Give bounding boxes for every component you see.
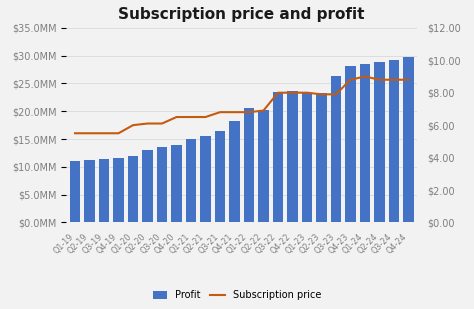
- Bar: [201, 136, 211, 222]
- Bar: [360, 64, 370, 222]
- Bar: [171, 145, 182, 222]
- Bar: [258, 110, 269, 222]
- Bar: [389, 60, 399, 222]
- Bar: [70, 161, 80, 222]
- Bar: [403, 57, 414, 222]
- Bar: [331, 76, 341, 222]
- Title: Subscription price and profit: Subscription price and profit: [118, 7, 365, 23]
- Bar: [302, 93, 312, 222]
- Bar: [142, 150, 153, 222]
- Bar: [273, 92, 283, 222]
- Bar: [128, 156, 138, 222]
- Bar: [229, 121, 240, 222]
- Bar: [244, 108, 254, 222]
- Bar: [345, 66, 356, 222]
- Bar: [215, 131, 225, 222]
- Bar: [374, 62, 385, 222]
- Bar: [186, 139, 196, 222]
- Bar: [287, 91, 298, 222]
- Bar: [84, 160, 95, 222]
- Bar: [99, 159, 109, 222]
- Bar: [316, 93, 327, 222]
- Bar: [157, 147, 167, 222]
- Bar: [113, 158, 124, 222]
- Legend: Profit, Subscription price: Profit, Subscription price: [149, 286, 325, 304]
